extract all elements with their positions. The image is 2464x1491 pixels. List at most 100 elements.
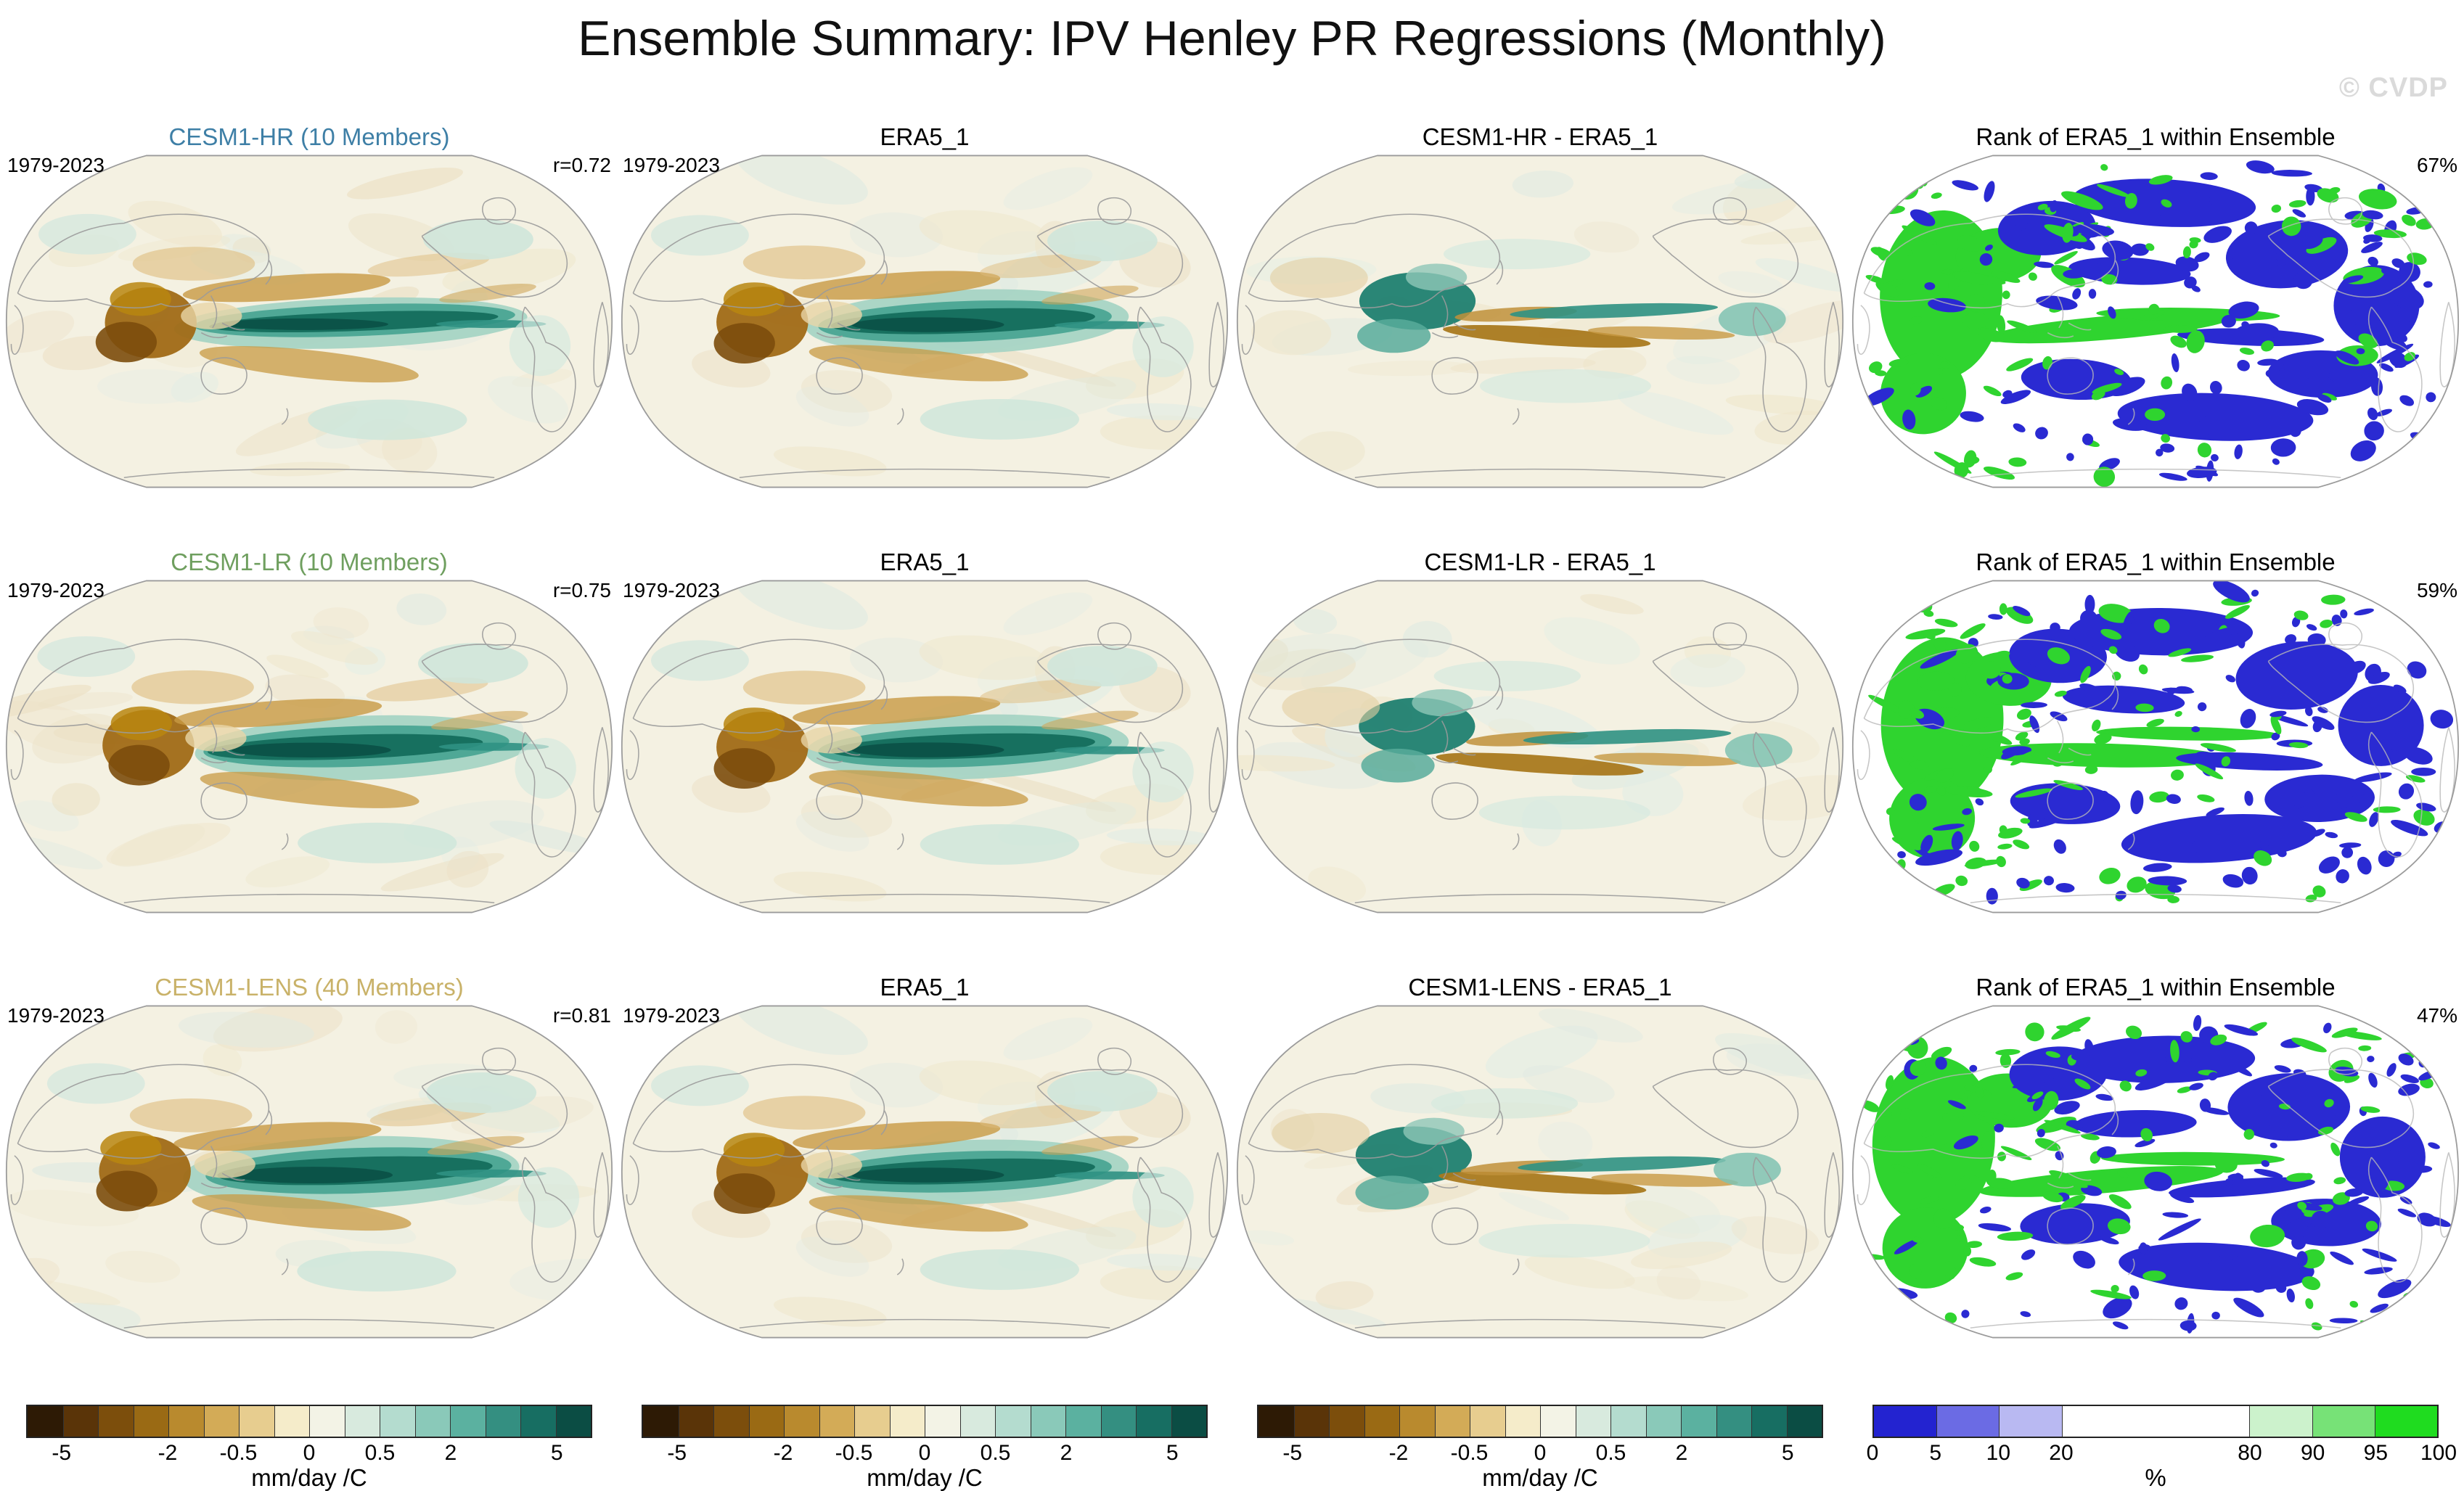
colorbar-segment: [239, 1406, 274, 1437]
rank-percent-label: 59%: [2416, 579, 2457, 601]
colorbar-segment: [1364, 1406, 1399, 1437]
colorbar-tick-label: 2: [1675, 1441, 1688, 1465]
panel-title-era5: ERA5_1: [880, 123, 970, 150]
colorbar-segment: [1329, 1406, 1364, 1437]
colorbar-segment: [678, 1406, 713, 1437]
world-map-cesm1-hr-diff: [1236, 155, 1844, 488]
map-wrap: 1979-2023 r=0.75: [3, 578, 615, 916]
colorbar-segment: [520, 1406, 556, 1437]
colorbar-bar: [26, 1405, 592, 1438]
colorbar-ticks: -5 -2 -0.5 0 0.5 2 5: [26, 1438, 592, 1466]
colorbar-tick-label: 0.5: [1595, 1441, 1626, 1465]
map-wrap: [1234, 152, 1846, 490]
colorbar-segment: [1610, 1406, 1646, 1437]
rank-percent-label: 47%: [2416, 1004, 2457, 1027]
colorbar-regression-3: -5 -2 -0.5 0 0.5 2 5 mm/day /C: [1257, 1405, 1823, 1491]
colorbar-segment: [1874, 1406, 1937, 1437]
colorbar-segment: [1786, 1406, 1822, 1437]
colorbar-segment: [1399, 1406, 1435, 1437]
colorbar-segment: [854, 1406, 890, 1437]
world-map-cesm1-lens: [5, 1005, 613, 1339]
panel-title-era5: ERA5_1: [880, 974, 970, 1001]
colorbar-ticks: 0 5 10 20 80 90 95 100: [1867, 1438, 2457, 1466]
colorbar-tick-label: 2: [444, 1441, 457, 1465]
colorbar-segment: [28, 1406, 63, 1437]
colorbar-tick-label: 95: [2363, 1441, 2389, 1465]
colorbar-bar: [642, 1405, 1208, 1438]
colorbar-segment: [1681, 1406, 1716, 1437]
map-wrap: 1979-2023 r=0.81: [3, 1003, 615, 1341]
colorbar-tick-label: -5: [52, 1441, 72, 1465]
colorbar-segment: [1293, 1406, 1329, 1437]
panel-title-cesm1-lr: CESM1-LR (10 Members): [171, 549, 448, 575]
colorbar-tick-label: 0: [1866, 1441, 1879, 1465]
map-wrap: 59%: [1849, 578, 2462, 916]
colorbar-segment: [203, 1406, 239, 1437]
colorbar-segment: [643, 1406, 679, 1437]
colorbar-segment: [1505, 1406, 1540, 1437]
colorbar-tick-label: 5: [550, 1441, 563, 1465]
colorbar-row: -5 -2 -0.5 0 0.5 2 5 mm/day /C -5 -2 -0.5 0 0.5 2 5 …: [1, 1405, 2463, 1491]
world-map-era5: [621, 155, 1229, 488]
panel-rank-lr: Rank of ERA5_1 within Ensemble 59%: [1848, 547, 2463, 972]
map-wrap: 47%: [1849, 1003, 2462, 1341]
colorbar-tick-label: 0.5: [980, 1441, 1011, 1465]
colorbar-segment: [959, 1406, 995, 1437]
colorbar-segment: [1540, 1406, 1576, 1437]
colorbar-segment: [1065, 1406, 1101, 1437]
colorbar-regression-1: -5 -2 -0.5 0 0.5 2 5 mm/day /C: [26, 1405, 592, 1491]
map-wrap: 1979-2023: [618, 1003, 1231, 1341]
world-map-rank-hr: [1851, 155, 2460, 488]
colorbar-segment: [1258, 1406, 1294, 1437]
period-label: 1979-2023: [7, 154, 105, 176]
colorbar-segment: [925, 1406, 960, 1437]
colorbar-segment: [1136, 1406, 1171, 1437]
colorbar-segment: [485, 1406, 520, 1437]
colorbar-segment: [133, 1406, 168, 1437]
panel-cesm1-lr-diff: CESM1-LR - ERA5_1: [1232, 547, 1848, 972]
colorbar-ticks: -5 -2 -0.5 0 0.5 2 5: [642, 1438, 1208, 1466]
colorbar-tick-label: -0.5: [835, 1441, 873, 1465]
colorbar-tick-label: -0.5: [219, 1441, 258, 1465]
colorbar-segment: [1030, 1406, 1065, 1437]
colorbar-segment: [1434, 1406, 1470, 1437]
figure-title: Ensemble Summary: IPV Henley PR Regressi…: [578, 11, 1886, 66]
panel-cesm1-lr: CESM1-LR (10 Members) 1979-2023 r=0.75: [1, 547, 617, 972]
correlation-label: r=0.72: [552, 154, 611, 176]
rank-percent-label: 67%: [2416, 154, 2457, 176]
panel-title-cesm1-hr-diff: CESM1-HR - ERA5_1: [1422, 123, 1658, 150]
world-map-cesm1-hr: [5, 155, 613, 488]
colorbar-tick-label: 5: [1166, 1441, 1179, 1465]
map-wrap: 1979-2023: [618, 578, 1231, 916]
panel-title-cesm1-hr: CESM1-HR (10 Members): [168, 123, 450, 150]
colorbar-tick-label: 20: [2049, 1441, 2074, 1465]
world-map-rank-lens: [1851, 1005, 2460, 1339]
panel-title-rank-lr: Rank of ERA5_1 within Ensemble: [1976, 549, 2336, 575]
colorbar-tick-label: -2: [157, 1441, 178, 1465]
panel-title-cesm1-lens-diff: CESM1-LENS - ERA5_1: [1408, 974, 1672, 1001]
colorbar-unit: mm/day /C: [251, 1464, 367, 1491]
colorbar-segment: [414, 1406, 450, 1437]
colorbar-tick-label: 0.5: [364, 1441, 396, 1465]
period-label: 1979-2023: [623, 1004, 720, 1027]
colorbar-segment: [784, 1406, 819, 1437]
panel-title-rank-lens: Rank of ERA5_1 within Ensemble: [1976, 974, 2336, 1001]
colorbar-segment: [2374, 1406, 2437, 1437]
colorbar-tick-label: -2: [773, 1441, 793, 1465]
colorbar-tick-label: 0: [918, 1441, 931, 1465]
colorbar-segment: [995, 1406, 1031, 1437]
world-map-era5: [621, 580, 1229, 913]
colorbar-tick-label: 100: [2420, 1441, 2457, 1465]
panel-cesm1-hr: CESM1-HR (10 Members) 1979-2023 r=0.72: [1, 122, 617, 547]
colorbar-tick-label: 5: [1781, 1441, 1794, 1465]
colorbar-unit: %: [2145, 1464, 2166, 1491]
world-map-rank-lr: [1851, 580, 2460, 913]
colorbar-segment: [748, 1406, 784, 1437]
colorbar-tick-label: 2: [1060, 1441, 1073, 1465]
colorbar-segment: [98, 1406, 134, 1437]
colorbar-segment: [1100, 1406, 1136, 1437]
colorbar-segment: [1575, 1406, 1610, 1437]
panel-title-rank-hr: Rank of ERA5_1 within Ensemble: [1976, 123, 2336, 150]
colorbar-segment: [713, 1406, 749, 1437]
correlation-label: r=0.81: [552, 1004, 611, 1027]
